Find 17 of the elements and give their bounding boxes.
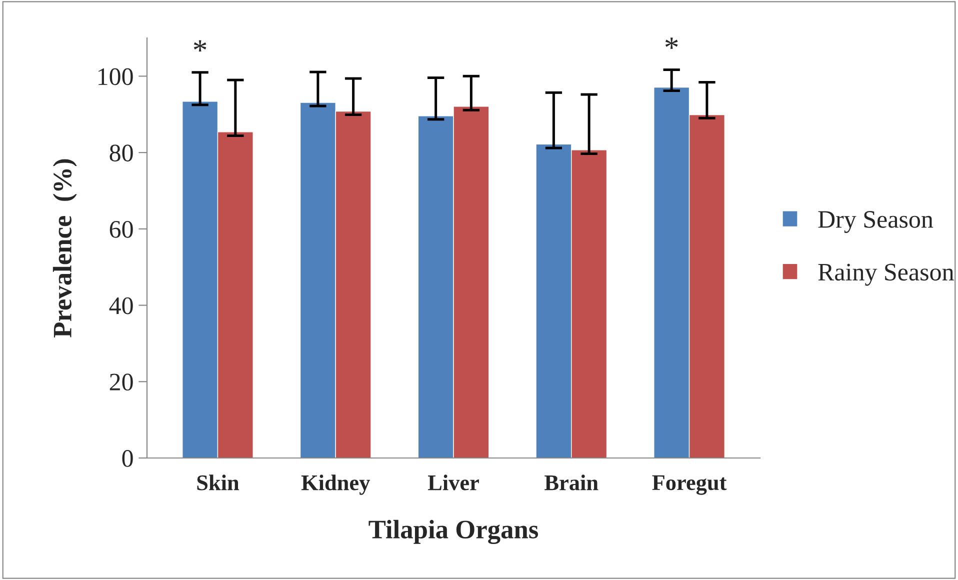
- y-tick-label: 80: [110, 144, 133, 162]
- y-tick-label: 40: [109, 297, 133, 314]
- annotation: *: [665, 38, 678, 49]
- annotation: *: [194, 40, 206, 52]
- legend-label: Dry Season: [818, 211, 934, 233]
- x-tick-label: Brain: [544, 474, 598, 490]
- y-tick-label: 20: [110, 374, 133, 391]
- y-tick-label: 60: [110, 220, 133, 238]
- legend-label: Rainy Season: [818, 264, 954, 286]
- x-tick-label: Liver: [428, 474, 479, 490]
- y-tick-label: 100: [98, 68, 133, 86]
- y-tick-label: 0: [122, 450, 133, 467]
- y-axis-title: Prevalence (%): [52, 159, 77, 338]
- x-tick-label: Kidney: [301, 474, 370, 495]
- x-tick-label: Foregut: [652, 475, 727, 495]
- x-tick-label: Skin: [197, 474, 240, 490]
- x-axis-title: Tilapia Organs: [368, 520, 538, 544]
